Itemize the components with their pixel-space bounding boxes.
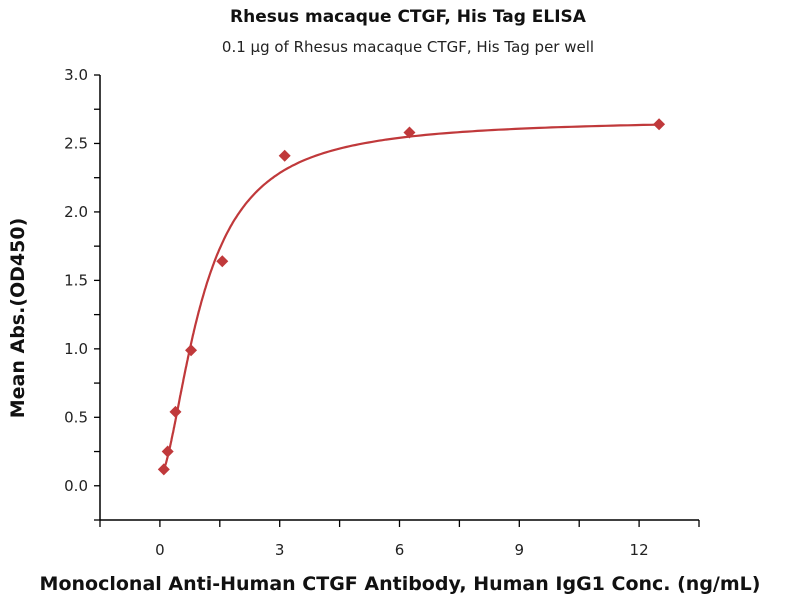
y-tick-label: 1.5	[64, 271, 88, 289]
data-point	[653, 118, 666, 131]
y-tick-label: 1.0	[64, 340, 88, 358]
axes	[94, 74, 700, 527]
y-tick-label: 0.0	[64, 477, 88, 495]
y-axis-label: Mean Abs.(OD450)	[7, 218, 29, 419]
x-tick-label: 3	[275, 541, 285, 559]
x-tick-label: 6	[395, 541, 405, 559]
x-tick-label: 9	[515, 541, 525, 559]
fit-curve	[162, 123, 660, 471]
chart-subtitle: 0.1 μg of Rhesus macaque CTGF, His Tag p…	[222, 38, 594, 56]
data-point	[161, 445, 174, 458]
y-tick-label: 3.0	[64, 66, 88, 84]
data-points	[157, 118, 666, 476]
y-tick-label: 2.0	[64, 203, 88, 221]
data-point	[185, 344, 198, 357]
x-tick-label: 12	[630, 541, 649, 559]
x-axis-label: Monoclonal Anti-Human CTGF Antibody, Hum…	[40, 573, 761, 595]
y-tick-label: 2.5	[64, 134, 88, 152]
x-tick-label: 0	[155, 541, 165, 559]
y-tick-label: 0.5	[64, 408, 88, 426]
chart-title: Rhesus macaque CTGF, His Tag ELISA	[230, 7, 587, 27]
data-point	[278, 149, 291, 162]
data-point	[157, 463, 170, 476]
tick-labels: 0.0 0.5 1.0 1.5 2.0 2.5 3.0 0 3 6 9 12	[64, 66, 649, 559]
data-point	[216, 255, 229, 268]
data-point	[403, 126, 416, 139]
data-point	[169, 405, 182, 418]
